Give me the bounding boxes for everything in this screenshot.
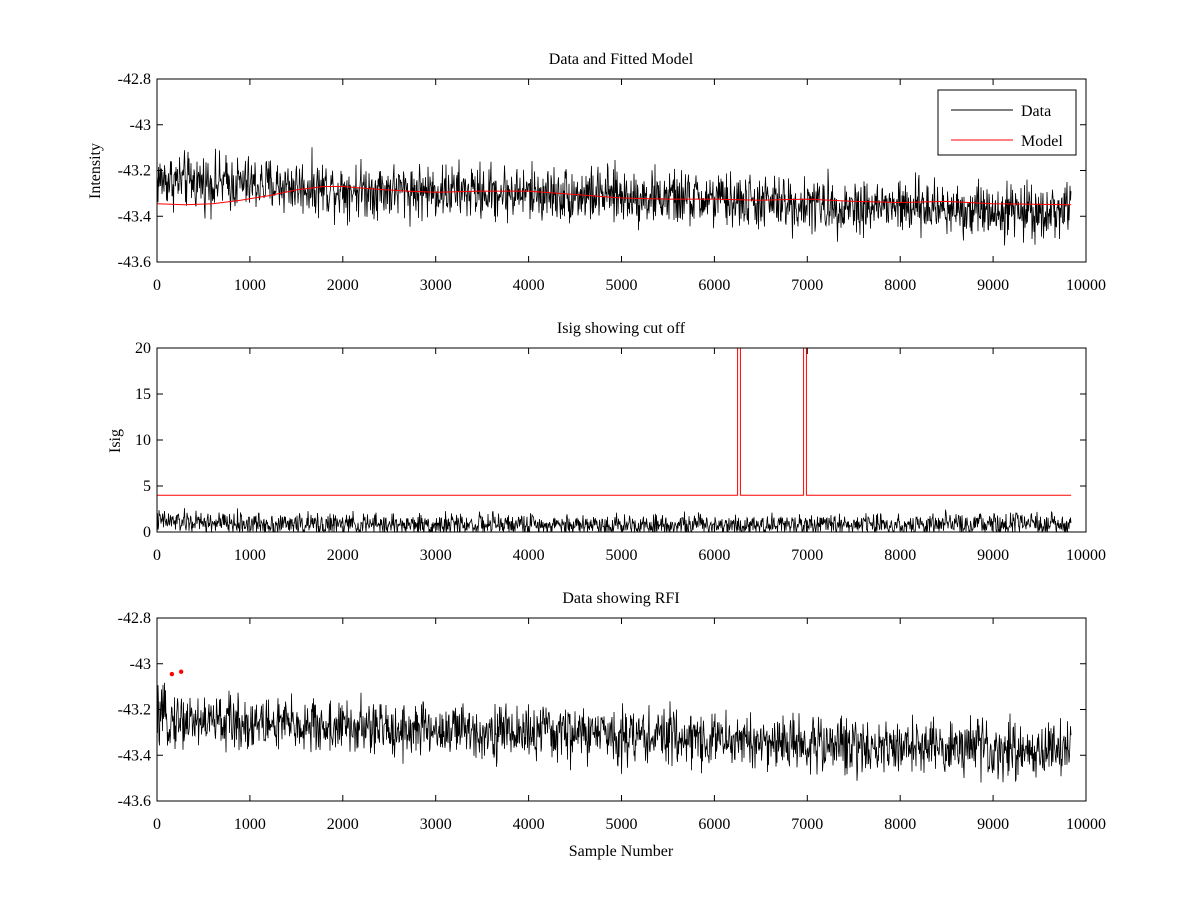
x-tick-label: 8000 xyxy=(884,547,916,564)
x-tick-label: 3000 xyxy=(420,277,452,294)
y-tick-label: 10 xyxy=(135,432,151,449)
x-tick-label: 1000 xyxy=(234,816,266,833)
legend-label-data: Data xyxy=(1021,103,1051,120)
panel-title: Data showing RFI xyxy=(562,590,679,607)
plot-area: 0 1000 2000 3000 4000 5000 6000 7000 8000 9000 100… xyxy=(118,610,1106,833)
legend: Data Model xyxy=(937,89,1077,156)
x-tick-label: 9000 xyxy=(977,277,1009,294)
x-tick-label: 5000 xyxy=(606,547,638,564)
x-tick-label: 4000 xyxy=(513,277,545,294)
legend-box xyxy=(937,89,1077,156)
data-series-line xyxy=(157,682,1072,783)
x-tick-label: 6000 xyxy=(698,277,730,294)
legend-label-model: Model xyxy=(1021,133,1063,150)
y-tick-label: 15 xyxy=(135,386,151,403)
y-tick-label: -43.4 xyxy=(118,747,151,764)
x-tick-label: 9000 xyxy=(977,547,1009,564)
x-tick-label: 2000 xyxy=(327,277,359,294)
model-line xyxy=(157,186,1072,206)
y-tick-label: -42.8 xyxy=(118,71,151,88)
rfi-marker xyxy=(178,669,184,674)
series-group xyxy=(157,147,1072,246)
x-tick-label: 0 xyxy=(153,816,161,833)
y-tick-label: -43.6 xyxy=(118,254,151,271)
x-tick-label: 7000 xyxy=(791,277,823,294)
x-tick-label: 2000 xyxy=(327,816,359,833)
panel-data-rfi: Data showing RFI Sample Number 0 1000 2000… xyxy=(118,590,1106,860)
y-tick-label: -43.2 xyxy=(118,702,151,719)
y-tick-label: -43.4 xyxy=(118,208,151,225)
x-tick-label: 6000 xyxy=(698,816,730,833)
x-tick-label: 10000 xyxy=(1066,277,1106,294)
x-tick-label: 7000 xyxy=(791,816,823,833)
y-axis-label: Intensity xyxy=(87,143,104,199)
x-tick-label: 10000 xyxy=(1066,816,1106,833)
x-tick-label: 4000 xyxy=(513,816,545,833)
series-group xyxy=(157,682,1072,783)
x-tick-label: 0 xyxy=(153,277,161,294)
x-tick-label: 0 xyxy=(153,547,161,564)
x-tick-label: 7000 xyxy=(791,547,823,564)
panel-title: Data and Fitted Model xyxy=(549,51,694,68)
x-tick-label: 1000 xyxy=(234,277,266,294)
x-tick-label: 5000 xyxy=(606,816,638,833)
x-axis-label: Sample Number xyxy=(569,843,674,860)
panel-data-and-model: Data and Fitted Model Intensity 0 1000 200… xyxy=(87,51,1106,294)
rfi-marker xyxy=(169,671,175,677)
y-tick-label: -43 xyxy=(130,656,151,673)
x-tick-label: 8000 xyxy=(884,816,916,833)
x-tick-label: 3000 xyxy=(420,547,452,564)
y-tick-label: -42.8 xyxy=(118,610,151,627)
x-tick-label: 6000 xyxy=(698,547,730,564)
x-tick-label: 2000 xyxy=(327,547,359,564)
x-tick-label: 3000 xyxy=(420,816,452,833)
y-tick-label: -43 xyxy=(130,117,151,134)
x-tick-label: 1000 xyxy=(234,547,266,564)
x-tick-label: 8000 xyxy=(884,277,916,294)
x-tick-label: 4000 xyxy=(513,547,545,564)
cutoff-line xyxy=(157,348,1072,496)
y-tick-label: 5 xyxy=(143,478,151,495)
plot-area: 0 1000 2000 3000 4000 5000 6000 7000 8000 9000 100… xyxy=(118,71,1106,294)
y-tick-label: -43.6 xyxy=(118,793,151,810)
data-series-line xyxy=(157,508,1072,532)
x-tick-label: 9000 xyxy=(977,816,1009,833)
y-tick-label: 20 xyxy=(135,340,151,357)
panel-isig: Isig showing cut off Isig 0 1000 2000 3000 4… xyxy=(107,320,1106,564)
y-tick-label: 0 xyxy=(143,524,151,541)
y-tick-label: -43.2 xyxy=(118,163,151,180)
series-group xyxy=(157,348,1072,532)
panel-title: Isig showing cut off xyxy=(557,320,686,337)
x-tick-label: 10000 xyxy=(1066,547,1106,564)
plot-area: 0 1000 2000 3000 4000 5000 6000 7000 8000 9000 100… xyxy=(135,340,1106,564)
x-tick-label: 5000 xyxy=(606,277,638,294)
data-series-line xyxy=(157,147,1072,246)
y-axis-label: Isig xyxy=(107,429,124,453)
